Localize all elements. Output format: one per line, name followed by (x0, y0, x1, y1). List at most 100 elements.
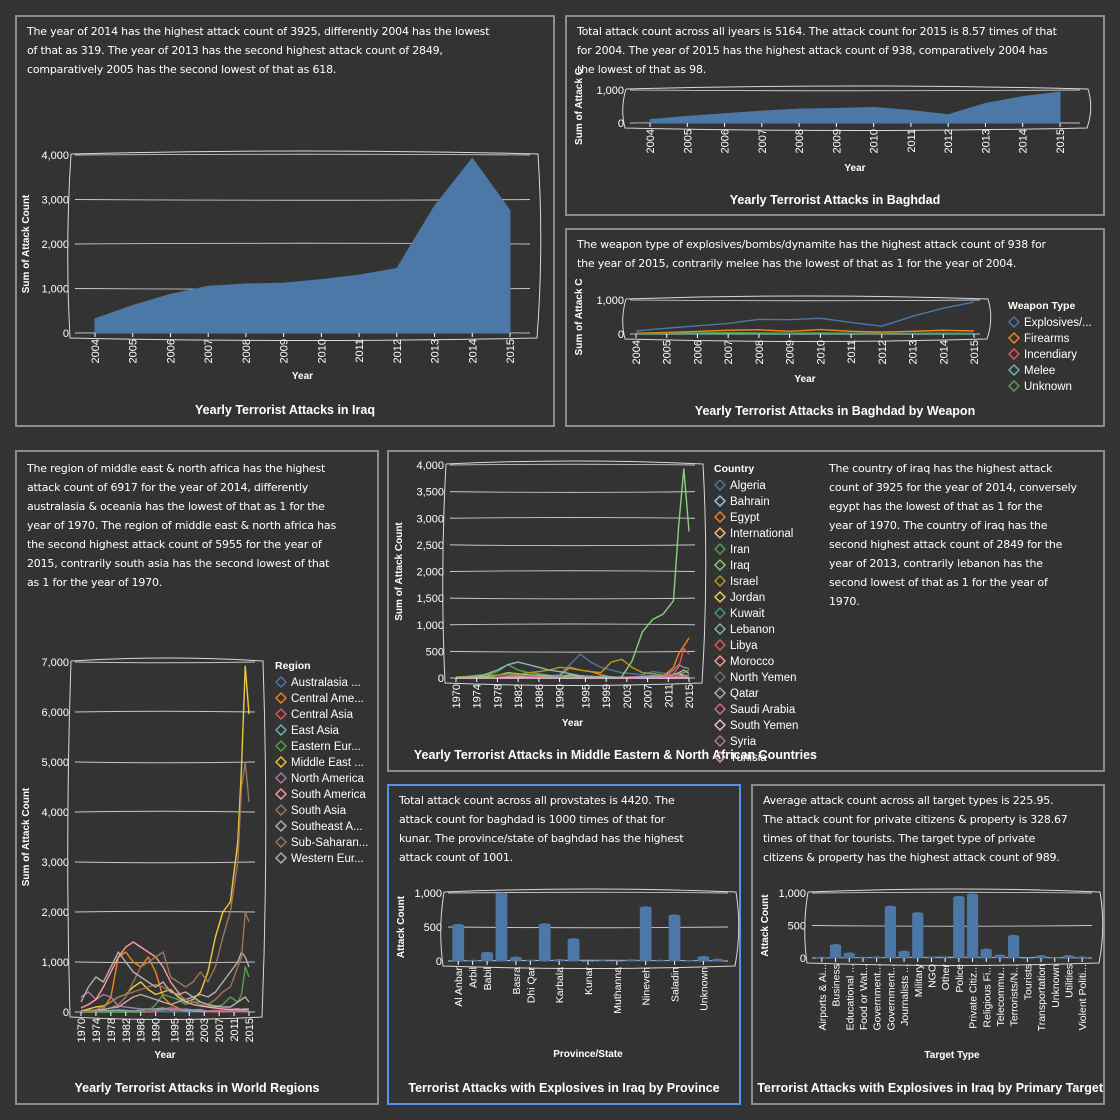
target-xtick-label: Transportation (1036, 964, 1048, 1031)
target-y-axis-label: Attack Count (760, 894, 771, 957)
mena-legend-symbol (714, 543, 726, 555)
regions-gridline (74, 961, 256, 964)
target-bar (1021, 957, 1033, 960)
target-xtick-label: Terrorists/N... (1009, 964, 1021, 1026)
mena-legend-symbol (714, 559, 726, 571)
iraq-ytick-label: 0 (63, 328, 69, 340)
mena-legend-label: Tunisia (730, 752, 767, 764)
target-bar (966, 893, 979, 959)
panel-target: Average attack count across all target t… (751, 784, 1105, 1105)
province-bar (538, 923, 551, 962)
regions-gridline (74, 910, 256, 913)
regions-legend-symbol (275, 740, 287, 752)
target-bar (994, 954, 1006, 959)
weapon-xtick-label: 2010 (815, 340, 827, 364)
mena-xtick-label: 1999 (601, 684, 613, 708)
regions-y-axis-label: Sum of Attack Count (21, 787, 32, 886)
mena-xtick-label: 1970 (451, 684, 463, 708)
baghdad-chart-title: Yearly Terrorist Attacks in Baghdad (729, 193, 941, 207)
regions-xtick-label: 1986 (136, 1018, 148, 1042)
regions-legend-label: South Asia (291, 805, 347, 817)
mena-legend-label: Israel (730, 576, 758, 588)
panel-baghdad: Total attack count across all iyears is … (565, 15, 1105, 216)
iraq-ytick-label: 1,000 (41, 284, 69, 296)
baghdad-xtick-label: 2011 (906, 129, 918, 153)
mena-legend-symbol (714, 527, 726, 539)
iraq-y-axis-label: Sum of Attack Count (21, 194, 32, 293)
regions-description: The region of middle east & north africa… (27, 462, 336, 589)
mena-legend-symbol (714, 623, 726, 635)
weapon-xtick-label: 2013 (908, 340, 920, 364)
mena-xtick-label: 2011 (663, 684, 675, 708)
target-xtick-label: Business (831, 964, 843, 1007)
weapon-y-axis-label: Sum of Attack C (574, 279, 585, 356)
province-x-axis-label: Province/State (553, 1049, 623, 1060)
regions-plot-frame (67, 657, 267, 1020)
target-bar (857, 956, 869, 959)
target-xtick-label: Religious Fi... (981, 964, 993, 1028)
regions-series-line (80, 941, 250, 1011)
mena-ytick-label: 1,500 (416, 593, 444, 605)
regions-legend-label: Central Ame... (291, 693, 364, 705)
regions-chart-title: Yearly Terrorist Attacks in World Region… (74, 1081, 320, 1095)
iraq-xtick-label: 2009 (279, 339, 291, 363)
regions-gridline (74, 810, 256, 813)
weapon-legend-label: Explosives/... (1024, 317, 1092, 329)
target-bar (898, 950, 910, 959)
mena-description: The country of iraq has the highest atta… (829, 462, 1077, 608)
regions-xtick-label: 1990 (151, 1018, 163, 1042)
weapon-legend-label: Unknown (1024, 381, 1072, 393)
panel-mena: The country of iraq has the highest atta… (387, 450, 1105, 772)
baghdad-xtick-label: 2015 (1055, 129, 1067, 153)
weapon-legend-symbol (1008, 364, 1020, 376)
target-xtick-label: Airports & Ai... (817, 964, 829, 1031)
regions-legend-title: Region (275, 660, 311, 672)
iraq-description: The year of 2014 has the highest attack … (27, 25, 490, 76)
province-xtick-label: Nineveh (641, 967, 653, 1006)
regions-legend-label: Central Asia (291, 709, 354, 721)
mena-xtick-label: 1986 (534, 684, 546, 708)
mena-gridline (449, 623, 696, 626)
target-xtick-label: Educational ... (844, 964, 856, 1031)
mena-xtick-label: 2007 (643, 684, 655, 708)
mena-xtick-label: 1978 (492, 684, 504, 708)
mena-gridline (449, 570, 696, 572)
province-xtick-label: Al Anbar (453, 967, 465, 1007)
mena-legend-symbol (714, 575, 726, 587)
iraq-xtick-label: 2011 (354, 339, 366, 363)
baghdad-ytick-label: 0 (618, 118, 624, 130)
weapon-legend-symbol (1008, 380, 1020, 392)
mena-xtick-label: 1982 (513, 684, 525, 708)
regions-legend-symbol (275, 852, 287, 864)
target-gridline (811, 891, 1093, 894)
baghdad-xtick-label: 2012 (943, 129, 955, 153)
regions-series-line (80, 991, 250, 1012)
regions-legend-label: North America (291, 773, 364, 785)
target-bar (871, 956, 883, 959)
regions-gridline (74, 710, 256, 713)
mena-legend-label: North Yemen (730, 672, 797, 684)
iraq-ytick-label: 2,000 (41, 239, 69, 251)
baghdad-xtick-label: 2013 (980, 129, 992, 153)
mena-legend-label: Lebanon (730, 624, 775, 636)
mena-legend-symbol (714, 495, 726, 507)
iraq-xtick-label: 2010 (316, 339, 328, 363)
target-xtick-label: Unknown (1050, 964, 1062, 1008)
province-bar (625, 959, 638, 962)
weapon-description: The weapon type of explosives/bombs/dyna… (577, 238, 1046, 270)
mena-xtick-label: 2015 (684, 684, 696, 708)
regions-legend-label: Sub-Saharan... (291, 837, 368, 849)
weapon-xtick-label: 2009 (785, 340, 797, 364)
target-ytick-label: 500 (788, 921, 806, 933)
mena-plot-frame (442, 460, 707, 686)
target-plot-frame (804, 888, 1104, 966)
province-xtick-label: Unknown (698, 967, 710, 1011)
mena-gridline (449, 491, 696, 493)
regions-legend-label: Australasia ... (291, 677, 361, 689)
mena-gridline (449, 463, 696, 466)
mena-legend-label: Algeria (730, 480, 766, 492)
province-xtick-label: Dhi Qar (525, 967, 537, 1004)
regions-legend-symbol (275, 692, 287, 704)
mena-legend-label: Saudi Arabia (730, 704, 796, 716)
iraq-xtick-label: 2005 (128, 339, 140, 363)
